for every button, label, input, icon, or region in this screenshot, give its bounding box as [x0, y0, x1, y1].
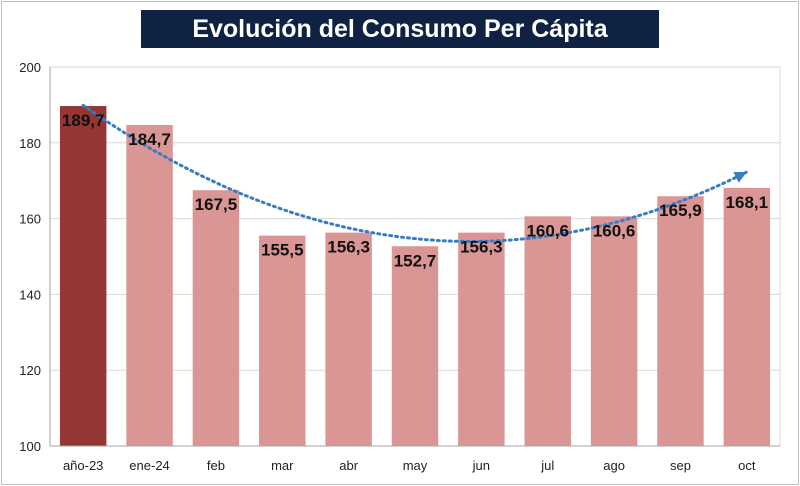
bar[interactable]: [325, 232, 372, 446]
x-tick-label: ago: [603, 458, 625, 473]
data-label: 168,1: [726, 193, 769, 212]
data-label: 167,5: [195, 195, 238, 214]
data-label: 160,6: [526, 221, 569, 240]
trendline: [81, 103, 749, 243]
data-label: 189,7: [62, 111, 105, 130]
data-label: 184,7: [128, 130, 171, 149]
bar[interactable]: [524, 216, 571, 446]
x-tick-label: jun: [472, 458, 490, 473]
bar[interactable]: [590, 216, 638, 446]
data-label: 165,9: [659, 201, 702, 220]
bar[interactable]: [391, 246, 439, 446]
data-label: 160,6: [593, 221, 636, 240]
x-tick-label: abr: [339, 458, 358, 473]
bar[interactable]: [458, 232, 505, 446]
data-label: 156,3: [327, 238, 370, 257]
x-tick-label: sep: [670, 458, 691, 473]
bar[interactable]: [259, 235, 306, 446]
bar[interactable]: [126, 124, 173, 446]
bar[interactable]: [723, 187, 771, 446]
y-tick-label: 100: [19, 439, 41, 454]
x-tick-label: mar: [271, 458, 294, 473]
y-tick-label: 200: [19, 60, 41, 75]
bar[interactable]: [59, 106, 107, 447]
chart-title: Evolución del Consumo Per Cápita Anualiz…: [141, 10, 659, 81]
data-label: 156,3: [460, 238, 503, 257]
y-tick-label: 160: [19, 212, 41, 227]
x-tick-label: jul: [540, 458, 554, 473]
data-label: 152,7: [394, 251, 437, 270]
x-tick-label: ene-24: [129, 458, 169, 473]
x-tick-label: may: [403, 458, 428, 473]
bar[interactable]: [657, 196, 704, 446]
bar[interactable]: [192, 190, 240, 446]
y-tick-label: 180: [19, 136, 41, 151]
x-tick-label: año-23: [63, 458, 103, 473]
y-tick-label: 120: [19, 363, 41, 378]
y-tick-label: 140: [19, 287, 41, 302]
trendline-arrow: [733, 171, 747, 183]
x-tick-label: feb: [207, 458, 225, 473]
x-tick-label: oct: [738, 458, 756, 473]
data-label: 155,5: [261, 241, 304, 260]
